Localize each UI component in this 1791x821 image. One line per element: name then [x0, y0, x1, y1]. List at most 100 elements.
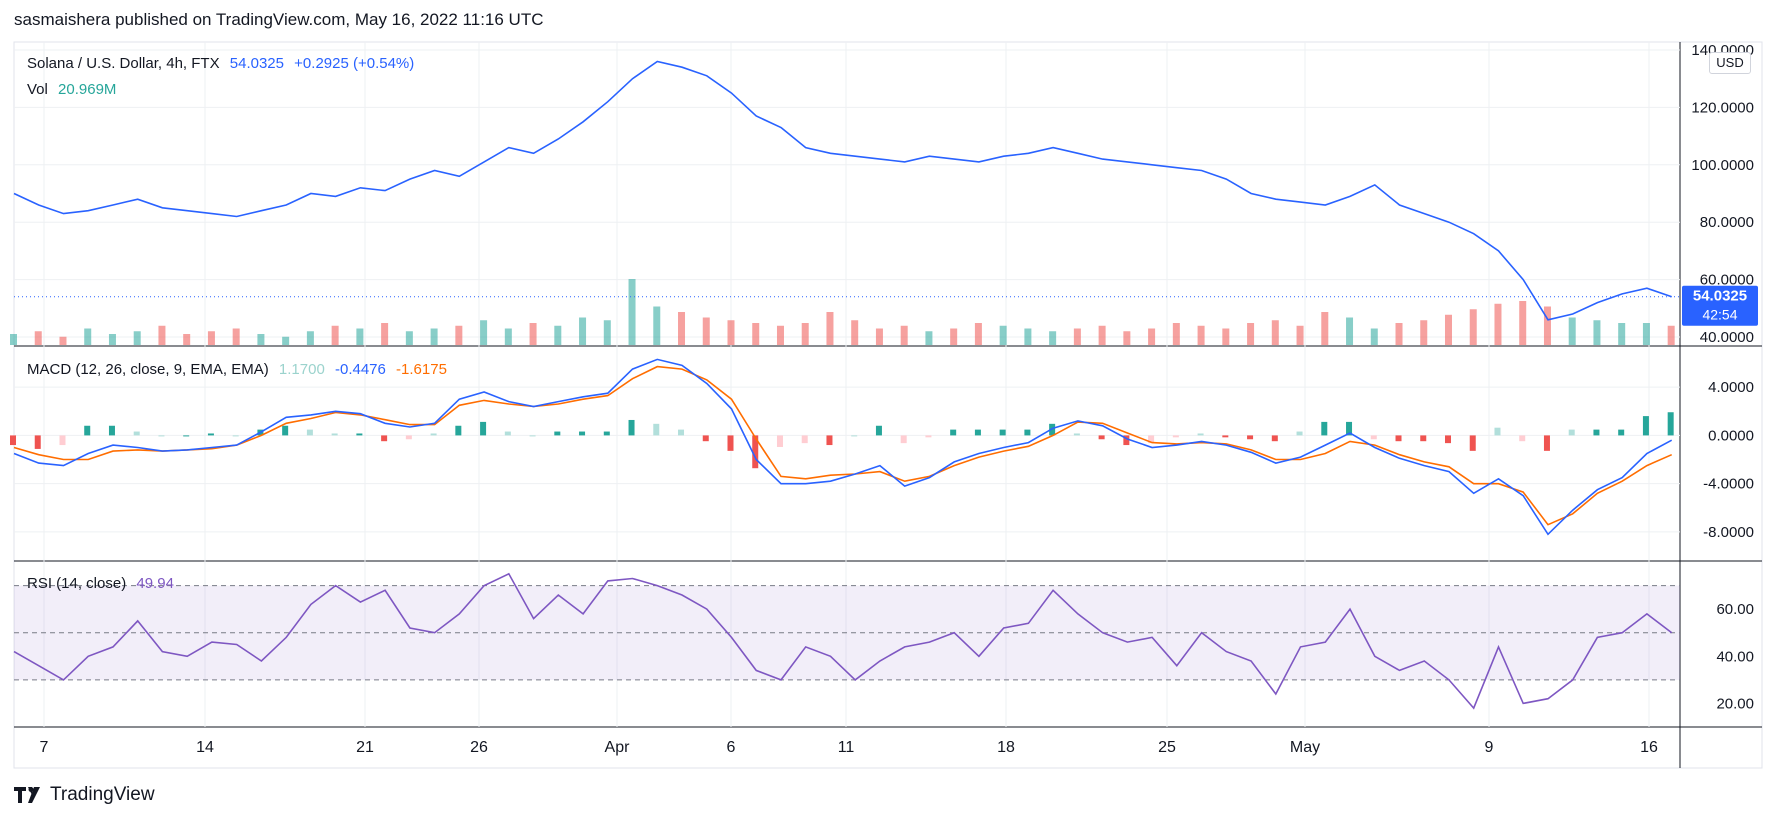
volume-bar: [1123, 331, 1131, 345]
publish-header: sasmaishera published on TradingView.com…: [14, 10, 544, 29]
macd-histogram-bar: [1172, 435, 1179, 438]
macd-histogram-bar: [1271, 435, 1278, 442]
price-tick-label: 120.0000: [1691, 99, 1754, 116]
brand-name: TradingView: [50, 784, 155, 805]
macd-histogram-bar: [603, 431, 610, 436]
macd-histogram-bar: [529, 435, 536, 437]
macd-histogram-bar: [875, 425, 882, 436]
volume-bar: [1073, 328, 1081, 345]
volume-bar: [1346, 317, 1354, 345]
time-tick-label: 7: [40, 739, 49, 756]
volume-bar: [603, 320, 611, 345]
macd-histogram-bar: [1642, 416, 1649, 436]
volume-bar: [1568, 317, 1576, 345]
currency-badge[interactable]: USD: [1709, 52, 1751, 74]
macd-histogram-bar: [232, 435, 239, 437]
macd-histogram-bar: [1543, 435, 1550, 451]
macd-histogram-bar: [405, 435, 412, 440]
volume-bar: [1222, 328, 1230, 345]
volume-bar: [1519, 301, 1527, 345]
volume-bar: [1098, 325, 1106, 345]
volume-bar: [1271, 320, 1279, 345]
volume-bar: [108, 334, 116, 345]
volume-bar: [10, 334, 17, 345]
volume-bar: [1296, 325, 1304, 345]
time-tick-label: 21: [356, 739, 374, 756]
macd-legend: MACD (12, 26, close, 9, EMA, EMA) 1.1700…: [27, 361, 453, 378]
macd-histogram-bar: [480, 421, 487, 436]
macd-histogram-bar: [430, 433, 437, 436]
macd-histogram-bar: [59, 435, 66, 446]
tradingview-logo-icon: [14, 787, 44, 803]
rsi-legend: RSI (14, close) 49.94: [27, 575, 180, 592]
time-tick-label: 6: [727, 739, 736, 756]
macd-histogram-bar: [1618, 429, 1625, 436]
volume-bar: [1543, 306, 1551, 345]
volume-bar: [529, 323, 537, 345]
macd-histogram-bar: [1197, 433, 1204, 436]
macd-histogram-bar: [826, 435, 833, 446]
volume-bar: [1494, 303, 1502, 345]
volume-bar: [1593, 320, 1601, 345]
macd-value: -0.4476: [334, 361, 386, 378]
time-tick-label: 11: [838, 739, 855, 756]
volume-bar: [950, 328, 958, 345]
volume-bar: [1321, 312, 1329, 345]
volume-bar: [331, 325, 339, 345]
macd-histogram-bar: [702, 435, 709, 442]
time-tick-label: 9: [1485, 739, 1494, 756]
macd-histogram-bar: [1568, 429, 1575, 436]
volume-bar: [1197, 325, 1205, 345]
volume-bar: [702, 317, 710, 345]
volume-bar: [59, 336, 67, 345]
volume-value: 20.969M: [58, 81, 117, 98]
macd-title: MACD (12, 26, close, 9, EMA, EMA): [27, 361, 269, 378]
macd-histogram-bar: [1098, 435, 1105, 440]
macd-histogram-bar: [504, 431, 511, 436]
macd-histogram-bar: [10, 435, 16, 446]
macd-histogram-bar: [1395, 435, 1402, 442]
macd-histogram-bar: [851, 435, 858, 437]
volume-bar: [1172, 323, 1180, 345]
volume-bar: [1395, 323, 1403, 345]
volume-bar: [1469, 309, 1477, 345]
macd-histogram-bar: [1469, 435, 1476, 451]
volume-bar: [1370, 328, 1378, 345]
macd-histogram-bar: [1444, 435, 1451, 444]
rsi-tick-label: 40.00: [1716, 648, 1754, 665]
macd-histogram-bar: [1222, 435, 1229, 438]
volume-bar: [480, 320, 488, 345]
macd-histogram-bar: [331, 433, 338, 436]
macd-tick-label: 0.0000: [1708, 427, 1754, 444]
volume-bar: [999, 325, 1007, 345]
volume-bar: [554, 325, 562, 345]
macd-tick-label: -4.0000: [1703, 476, 1754, 493]
bar-countdown: 42:54: [1702, 307, 1737, 323]
macd-histogram-bar: [628, 419, 635, 436]
volume-bar: [455, 325, 463, 345]
rsi-title: RSI (14, close): [27, 575, 127, 592]
time-tick-label: 18: [997, 739, 1015, 756]
volume-bar: [653, 306, 661, 345]
macd-tick-label: 4.0000: [1708, 379, 1754, 396]
macd-histogram-bar: [1519, 435, 1526, 442]
volume-bar: [34, 331, 42, 345]
macd-histogram-bar: [108, 425, 115, 436]
volume-legend: Vol 20.969M: [27, 81, 122, 98]
volume-bar: [826, 312, 834, 345]
volume-bar: [752, 323, 760, 345]
macd-histogram-bar: [1420, 435, 1427, 442]
macd-histogram-bar: [1494, 427, 1501, 436]
volume-bar: [1148, 328, 1156, 345]
macd-histogram-bar: [1593, 429, 1600, 436]
macd-histogram-value: 1.1700: [278, 361, 325, 378]
volume-bar: [1667, 325, 1675, 345]
chart-frame: [13, 41, 1763, 769]
volume-bar: [282, 336, 290, 345]
macd-histogram-bar: [1667, 412, 1674, 436]
macd-histogram-bar: [455, 425, 462, 436]
macd-histogram-bar: [974, 429, 981, 436]
volume-bar: [1420, 320, 1428, 345]
volume-bar: [84, 328, 92, 345]
